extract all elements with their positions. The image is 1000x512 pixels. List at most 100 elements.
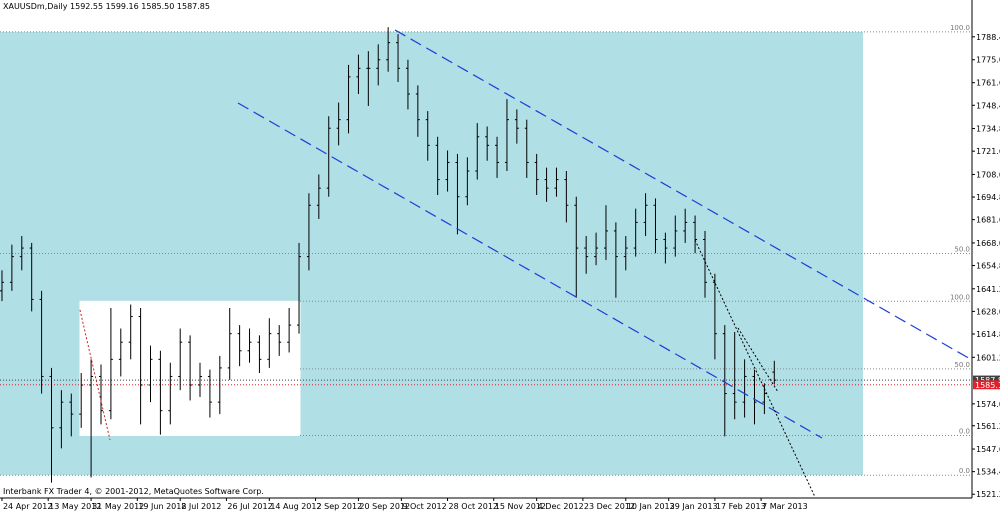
trendline: [394, 29, 973, 361]
ohlc-bar: [297, 242, 302, 334]
ohlc-bar: [673, 215, 678, 257]
ohlc-bar: [475, 123, 480, 180]
ohlc-bar: [603, 205, 608, 261]
ohlc-bar: [693, 215, 698, 254]
x-tick-label: 29 Jan 2013: [670, 502, 718, 511]
ohlc-bar: [148, 345, 153, 403]
ohlc-bar: [752, 369, 757, 425]
y-tick-label: 1748.40: [976, 101, 1000, 110]
ohlc-bar: [227, 307, 232, 380]
x-tick-label: 23 Dec 2012: [584, 502, 635, 511]
y-tick-label: 1614.80: [976, 330, 1000, 339]
trendlines: [79, 29, 973, 498]
ohlc-bar: [247, 328, 252, 363]
ohlc-bar: [89, 359, 94, 478]
ohlc-bar: [138, 307, 143, 425]
background-layer: [0, 31, 863, 476]
x-tick-label: 17 Feb 2013: [716, 502, 766, 511]
x-tick-label: 9 Oct 2012: [402, 502, 446, 511]
ohlc-bar: [198, 362, 203, 397]
price-label-box: [973, 380, 1000, 390]
ohlc-bar: [39, 290, 44, 394]
ohlc-bar: [376, 44, 381, 86]
fib-label: 100.0: [950, 293, 970, 301]
x-tick-label: 26 Jul 2012: [227, 502, 272, 511]
ohlc-bar: [504, 99, 509, 172]
y-tick-label: 1628.00: [976, 307, 1000, 316]
ohlc-bar: [59, 390, 64, 449]
y-tick-label: 1708.00: [976, 170, 1000, 179]
x-tick-label: 14 Aug 2012: [270, 502, 321, 511]
ohlc-bar: [168, 362, 173, 425]
ohlc-bar: [534, 153, 539, 195]
ohlc-bar: [396, 34, 401, 83]
y-tick-label: 1601.20: [976, 353, 1000, 362]
ohlc-bar: [287, 307, 292, 353]
ohlc-bar: [574, 196, 579, 298]
x-tick-label: 10 Jan 2013: [627, 502, 675, 511]
ohlc-bar: [19, 236, 24, 271]
trendline: [737, 327, 779, 393]
ohlc-bar: [623, 236, 628, 271]
footer: Interbank FX Trader 4, © 2001-2012, Meta…: [3, 487, 264, 496]
ohlc-bar: [405, 59, 410, 110]
y-tick-label: 1547.60: [976, 445, 1000, 454]
ohlc-bar: [306, 193, 311, 271]
ohlc-bar: [207, 369, 212, 418]
ohlc-bar: [9, 244, 14, 291]
y-tick-label: 1775.00: [976, 56, 1000, 65]
ohlc-bar: [445, 150, 450, 192]
ohlc-bar: [485, 126, 490, 161]
ohlc-bar: [613, 222, 618, 298]
x-tick-label: 24 Apr 2012: [3, 502, 52, 511]
ohlc-bar: [702, 230, 707, 298]
ohlc-bar: [544, 167, 549, 202]
ohlc-bar: [415, 85, 420, 137]
ohlc-bar: [118, 328, 123, 377]
trendline: [237, 102, 823, 439]
y-tick-label: 1534.40: [976, 468, 1000, 477]
price-label-box: [973, 375, 1000, 385]
x-tick-label: 28 Oct 2012: [449, 502, 498, 511]
ohlc-bar: [762, 383, 767, 415]
ohlc-bar: [772, 360, 777, 385]
ohlc-bar: [257, 335, 262, 374]
ohlc-bar: [554, 167, 559, 197]
fib-label: 50.0: [954, 246, 970, 254]
ohlc-bar: [653, 198, 658, 254]
ohlc-bar: [712, 273, 717, 360]
ohlc-bar: [346, 64, 351, 134]
ohlc-bar: [495, 136, 500, 178]
y-tick-label: 1788.40: [976, 33, 1000, 42]
y-tick-label: 1694.80: [976, 193, 1000, 202]
bars-layer: [0, 27, 777, 483]
y-tick-label: 1668.00: [976, 239, 1000, 248]
ohlc-bar: [158, 350, 163, 435]
ohlc-bar: [455, 153, 460, 235]
ohlc-bar: [128, 304, 133, 360]
ohlc-bar: [336, 102, 341, 146]
trendline: [694, 239, 816, 498]
ohlc-bar: [732, 331, 737, 420]
price-label: 1585.14: [975, 381, 1000, 390]
y-tick-label: 1574.00: [976, 400, 1000, 409]
ohlc-bar: [277, 325, 282, 356]
x-tick-label: 7 Mar 2013: [762, 502, 808, 511]
fib-label: 50.0: [954, 361, 970, 369]
ohlc-bar: [465, 157, 470, 206]
ohlc-bar: [188, 335, 193, 401]
ohlc-bar: [633, 208, 638, 257]
ohlc-bar: [425, 111, 430, 161]
ohlc-bar: [178, 328, 183, 391]
x-tick-label: 19 Jun 2012: [138, 502, 186, 511]
ohlc-bar: [326, 116, 331, 197]
ohlc-bar: [98, 364, 103, 425]
ohlc-bar: [108, 307, 113, 420]
ohlc-bar: [594, 232, 599, 266]
y-tick-label: 1681.60: [976, 216, 1000, 225]
ohlc-bar: [237, 325, 242, 367]
ohlc-bar: [386, 27, 391, 72]
ohlc-bar: [316, 174, 321, 219]
fib-label: 0.0: [959, 428, 970, 436]
